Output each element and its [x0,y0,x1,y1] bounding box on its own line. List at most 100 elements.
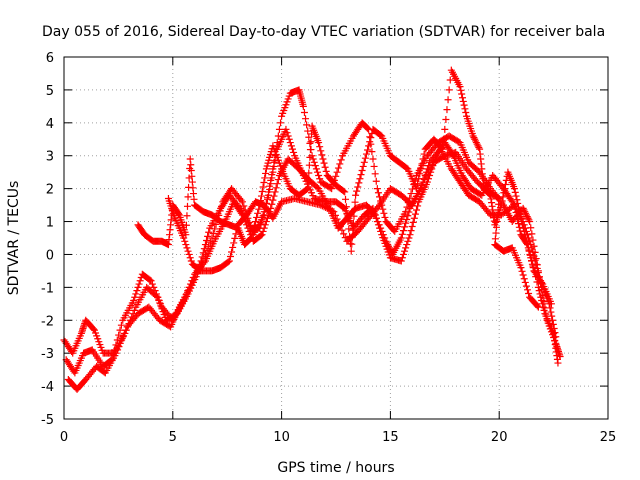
data-point [304,185,312,193]
x-tick-label: 5 [169,430,177,445]
data-point [458,94,466,102]
data-point [446,76,454,84]
data-point [267,180,275,188]
data-point [114,346,122,354]
data-point [186,283,194,291]
data-point [268,200,276,208]
data-point [528,257,536,265]
data-point [283,129,291,137]
data-point [260,178,268,186]
data-point [266,185,274,193]
data-point [340,187,348,195]
data-point [248,230,256,238]
data-point [316,175,324,183]
data-point [112,341,120,349]
data-point [146,276,154,284]
data-point [373,218,381,226]
data-point [274,176,282,184]
data-point [368,148,376,156]
data-point [405,208,413,216]
data-point [189,277,197,285]
data-point [354,183,362,191]
data-point [494,194,502,202]
data-point [258,231,266,239]
data-point [122,326,130,334]
data-point [439,145,447,153]
data-point [525,216,533,224]
data-point [461,105,469,113]
data-point [361,154,369,162]
data-point [349,219,357,227]
data-point [358,167,366,175]
data-point [211,225,219,233]
data-point [261,221,269,229]
data-point [546,304,554,312]
data-point [397,257,405,265]
data-point [357,171,365,179]
data-point [133,287,141,295]
data-point [257,192,265,200]
data-point [333,168,341,176]
y-tick-label: -3 [41,347,54,362]
data-point [457,86,465,94]
data-point [363,124,371,132]
data-point [401,247,409,255]
data-point [309,155,317,163]
data-point [381,213,389,221]
data-point [524,244,532,252]
data-point [460,101,468,109]
data-point [462,109,470,117]
data-point [407,190,415,198]
data-point [370,162,378,170]
data-point [183,202,191,210]
y-tick-label: -2 [41,314,54,329]
data-point [251,218,259,226]
data-point [284,132,292,140]
y-tick-label: 6 [46,51,54,66]
data-point [263,195,271,203]
data-point [238,198,246,206]
data-point [200,245,208,253]
data-point [237,196,245,204]
data-point [148,280,156,288]
data-point [411,210,419,218]
data-point [519,224,527,232]
data-point [307,138,315,146]
data-point [303,121,311,129]
data-point [397,234,405,242]
data-point [183,212,191,220]
y-tick-label: 5 [46,84,54,99]
y-tick-label: -1 [41,281,54,296]
data-point [548,312,556,320]
data-point [521,231,529,239]
data-point [316,143,324,151]
data-point [528,260,536,268]
data-point [269,168,277,176]
data-point [273,180,281,188]
data-point [259,183,267,191]
data-point [212,220,220,228]
data-point [404,212,412,220]
data-point [366,138,374,146]
data-point [240,202,248,210]
data-point [472,139,480,147]
data-point [275,125,283,133]
data-point [526,250,534,258]
data-point [403,241,411,249]
y-axis-label: SDTVAR / TECUs [6,181,22,296]
data-point [527,254,535,262]
data-point [499,193,507,201]
data-point [135,280,143,288]
data-point [319,155,327,163]
data-point [547,300,555,308]
data-point [372,177,380,185]
data-point [226,253,234,261]
data-point [286,139,294,147]
data-point [183,244,191,252]
data-point [147,277,155,285]
data-point [310,158,318,166]
data-point [253,213,261,221]
data-point [300,109,308,117]
data-point [444,96,452,104]
